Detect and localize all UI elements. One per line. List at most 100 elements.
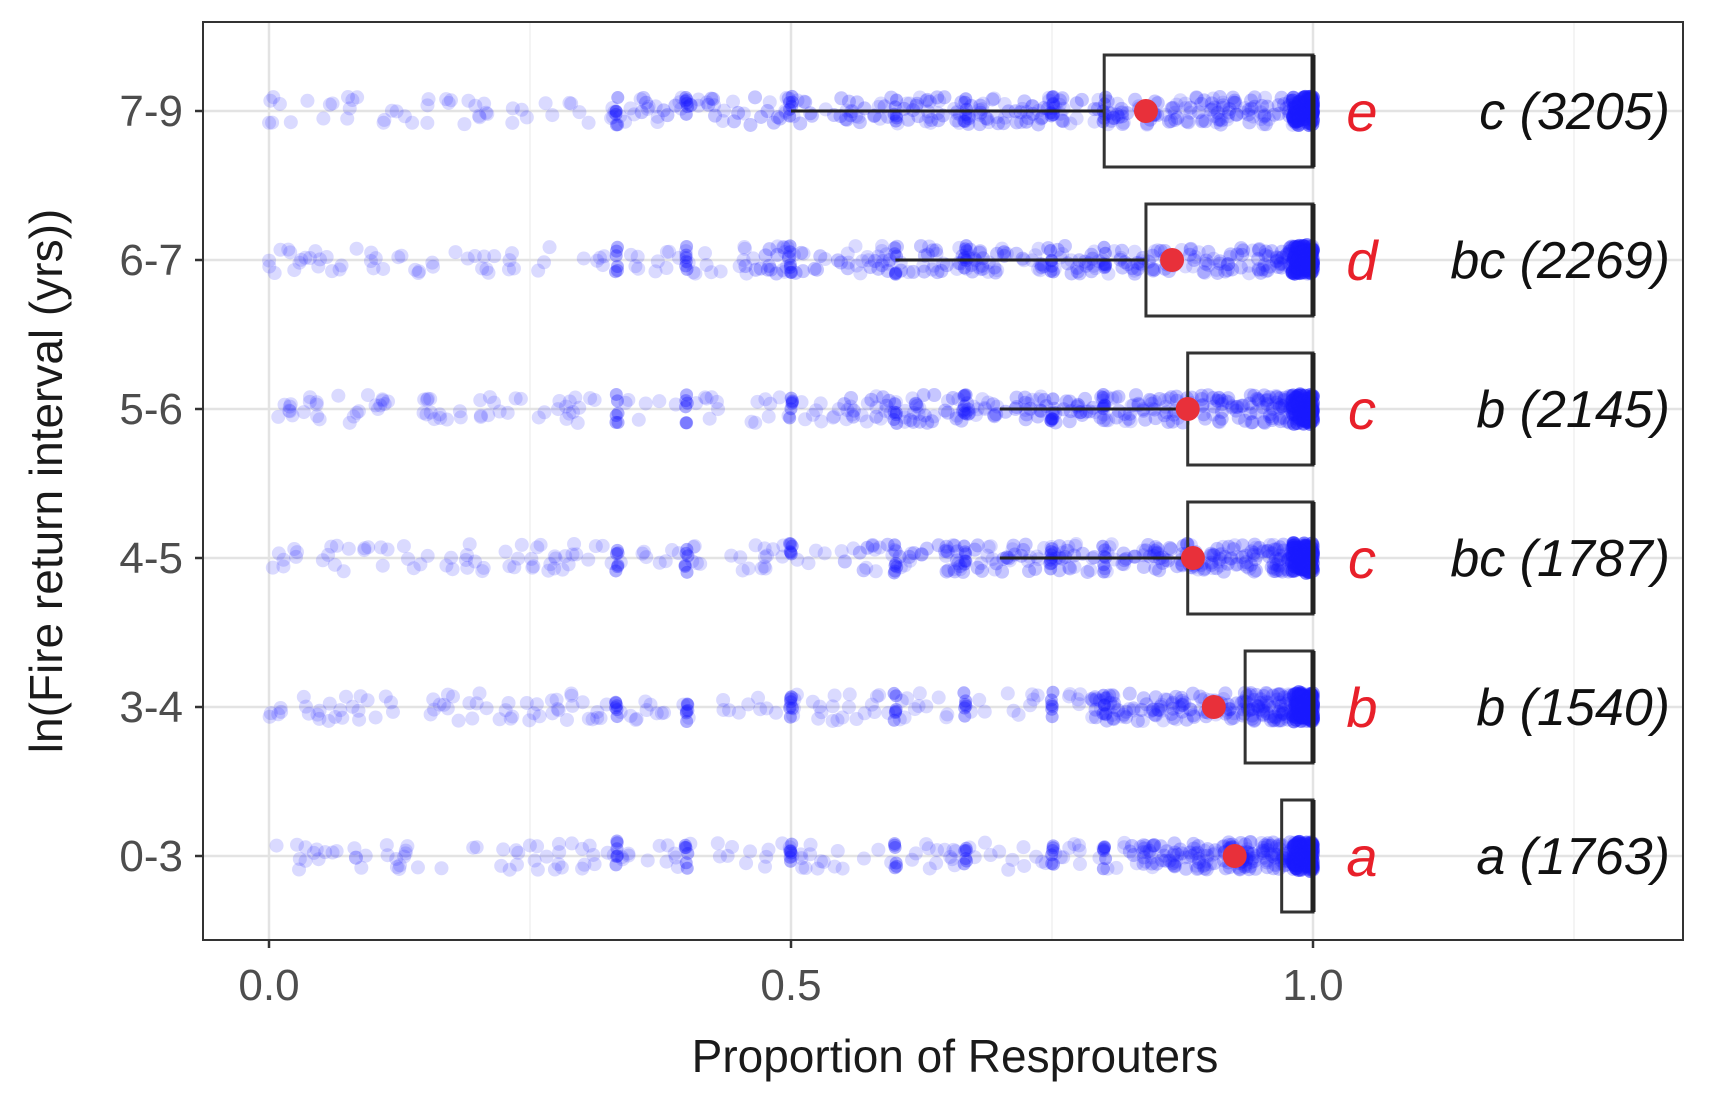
jitter-point — [959, 92, 973, 106]
jitter-point — [717, 103, 732, 118]
jitter-point — [794, 395, 809, 410]
jitter-point — [302, 390, 317, 405]
jitter-point — [562, 406, 577, 421]
jitter-point — [652, 555, 667, 570]
jitter-point — [290, 545, 305, 560]
jitter-point — [1257, 388, 1272, 403]
jitter-point — [1044, 109, 1058, 123]
jitter-point — [939, 543, 954, 558]
jitter-point — [425, 255, 440, 270]
jitter-point — [648, 264, 663, 279]
jitter-point — [566, 405, 581, 420]
jitter-point — [830, 843, 845, 858]
jitter-point — [1217, 549, 1232, 564]
jitter-point — [492, 404, 507, 419]
sig-letter-5-6: c — [1348, 378, 1376, 441]
jitter-point — [506, 261, 521, 276]
jitter-point — [1209, 561, 1224, 576]
jitter-point — [349, 241, 364, 256]
jitter-point — [334, 258, 349, 273]
jitter-point — [1070, 399, 1085, 414]
jitter-point — [871, 261, 886, 276]
jitter-point — [849, 109, 864, 124]
jitter-point — [375, 558, 390, 573]
jitter-point — [761, 409, 776, 424]
jitter-point — [391, 250, 406, 265]
jitter-point — [1213, 117, 1228, 132]
jitter-point — [849, 258, 864, 273]
jitter-point — [639, 550, 654, 565]
jitter-point — [1250, 548, 1265, 563]
jitter-point — [961, 406, 976, 421]
jitter-point — [1017, 858, 1032, 873]
jitter-point — [1211, 414, 1226, 429]
jitter-point — [394, 248, 409, 263]
jitter-point — [1261, 543, 1276, 558]
jitter-point — [739, 266, 754, 281]
jitter-point — [977, 402, 992, 417]
jitter-point — [1204, 557, 1219, 572]
jitter-point — [604, 111, 619, 126]
jitter-point — [953, 562, 968, 577]
jitter-point — [746, 251, 761, 266]
jitter-point — [959, 388, 973, 402]
jitter-point — [785, 396, 799, 410]
jitter-point — [377, 397, 392, 412]
jitter-point — [977, 835, 992, 850]
jitter-point — [961, 110, 976, 125]
jitter-point — [551, 703, 566, 718]
jitter-point — [964, 258, 979, 273]
jitter-point — [572, 400, 587, 415]
jitter-point — [421, 92, 436, 107]
jitter-point — [736, 252, 751, 267]
jitter-point — [1270, 251, 1285, 266]
jitter-point — [652, 394, 667, 409]
jitter-point — [1245, 415, 1260, 430]
jitter-point — [809, 403, 824, 418]
jitter-point — [925, 243, 940, 258]
jitter-point — [1273, 563, 1288, 578]
jitter-point — [985, 92, 1000, 107]
jitter-point — [590, 253, 605, 268]
jitter-point — [1215, 397, 1230, 412]
jitter-point — [1030, 409, 1045, 424]
jitter-point — [1253, 265, 1268, 280]
jitter-point — [618, 395, 633, 410]
jitter-point — [479, 105, 494, 120]
jitter-point — [480, 106, 495, 121]
jitter-point — [679, 394, 693, 408]
jitter-point — [1256, 544, 1271, 559]
jitter-point — [776, 240, 791, 255]
jitter-point — [1246, 548, 1261, 563]
jitter-point — [1257, 415, 1272, 430]
jitter-point — [267, 266, 282, 281]
jitter-point — [888, 838, 902, 852]
jitter-point — [962, 406, 977, 421]
jitter-point — [1025, 392, 1040, 407]
jitter-point — [472, 108, 487, 123]
jitter-point — [939, 258, 954, 273]
jitter-point — [341, 541, 356, 556]
jitter-point — [960, 854, 974, 868]
jitter-point — [610, 850, 624, 864]
y-tick-layer: 7-9 6-7 5-6 4-5 3-4 0-3 — [119, 87, 203, 881]
jitter-point — [1021, 111, 1036, 126]
jitter-point — [502, 559, 517, 574]
jitter-point — [468, 98, 483, 113]
jitter-point — [1266, 561, 1281, 576]
jitter-point — [1222, 102, 1237, 117]
jitter-point — [679, 90, 693, 104]
jitter-point — [688, 266, 703, 281]
jitter-point — [1255, 400, 1270, 415]
jitter-point — [1164, 101, 1179, 116]
sig-letter-6-7: d — [1346, 229, 1379, 292]
jitter-point — [473, 409, 488, 424]
jitter-point — [1094, 390, 1109, 405]
jitter-point — [1147, 543, 1162, 558]
jitter-point — [1047, 261, 1062, 276]
jitter-point — [1182, 247, 1197, 262]
jitter-point — [859, 560, 874, 575]
jitter-point — [389, 104, 404, 119]
jitter-point — [461, 93, 476, 108]
